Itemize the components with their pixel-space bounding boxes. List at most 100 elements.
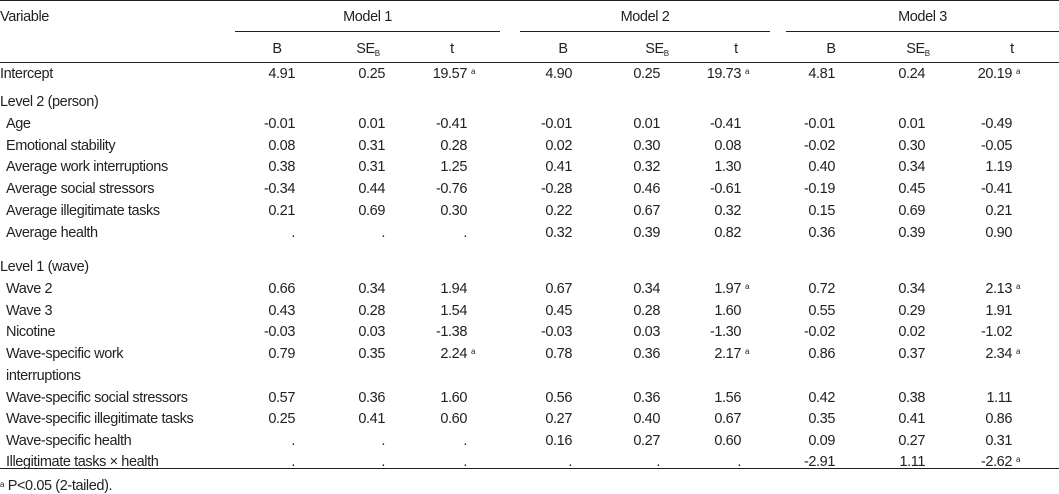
significance-marker: a — [745, 347, 750, 356]
cell-t-model-2: 1.97 — [714, 281, 741, 297]
cell-b-model-2: 0.22 — [545, 203, 572, 219]
cell-b-model-1: 0.66 — [268, 281, 295, 297]
cell-t-model-1: 0.60 — [440, 411, 467, 427]
cell-t-model-1: . — [463, 433, 467, 449]
model-1-underline — [235, 31, 500, 32]
cell-se-model-3: 0.27 — [898, 433, 925, 449]
cell-t-model-2: 2.17 — [714, 346, 741, 362]
cell-b-model-3: 0.86 — [808, 346, 835, 362]
cell-b-model-3: 4.81 — [808, 66, 835, 82]
cell-b-model-3: 0.35 — [808, 411, 835, 427]
cell-b-model-2: -0.03 — [540, 324, 572, 340]
cell-t-model-3: -0.49 — [980, 116, 1012, 132]
cell-se-model-3: 0.02 — [898, 324, 925, 340]
row-label: Average social stressors — [6, 181, 155, 197]
footnote: a P<0.05 (2-tailed). — [0, 477, 113, 494]
subheader-label: B — [558, 41, 568, 57]
cell-b-model-2: 0.67 — [545, 281, 572, 297]
row-label: Wave-specific illegitimate tasks — [6, 411, 194, 427]
cell-t-model-2: 0.32 — [714, 203, 741, 219]
cell-se-model-2: 0.30 — [633, 138, 660, 154]
cell-se-model-3: 0.34 — [898, 159, 925, 175]
cell-b-model-2: . — [568, 454, 572, 470]
cell-se-model-1: 0.34 — [358, 281, 385, 297]
cell-b-model-1: 0.79 — [268, 346, 295, 362]
cell-se-model-3: 0.24 — [898, 66, 925, 82]
cell-b-model-1: 4.91 — [268, 66, 295, 82]
subheader-label: t — [734, 41, 738, 57]
cell-t-model-2: -0.41 — [709, 116, 741, 132]
cell-b-model-3: -0.02 — [803, 324, 835, 340]
subheader-b-model-3: B — [801, 41, 861, 57]
row-label: Age — [6, 116, 31, 132]
row-label: Intercept — [0, 66, 53, 82]
cell-b-model-3: 0.55 — [808, 303, 835, 319]
cell-b-model-1: -0.34 — [263, 181, 295, 197]
cell-se-model-1: 0.25 — [358, 66, 385, 82]
cell-se-model-1: 0.31 — [358, 138, 385, 154]
cell-t-model-3: 20.19 — [977, 66, 1013, 82]
cell-se-model-2: 0.28 — [633, 303, 660, 319]
footnote-marker: a — [0, 480, 5, 489]
cell-t-model-1: -1.38 — [435, 324, 467, 340]
subheader-label: SE — [645, 41, 664, 57]
row-label-continued: interruptions — [6, 368, 81, 384]
subheader-subscript: B — [374, 49, 380, 58]
subheader-t-model-3: t — [982, 41, 1042, 57]
subheader-subscript: B — [663, 49, 669, 58]
cell-b-model-2: 0.56 — [545, 390, 572, 406]
cell-se-model-2: 0.34 — [633, 281, 660, 297]
cell-t-model-2: 0.67 — [714, 411, 741, 427]
cell-se-model-2: 0.67 — [633, 203, 660, 219]
cell-t-model-2: -1.30 — [709, 324, 741, 340]
header-rule — [0, 62, 1059, 63]
cell-se-model-1: . — [381, 433, 385, 449]
subheader-se-model-1: SEB — [338, 41, 398, 62]
cell-b-model-1: 0.57 — [268, 390, 295, 406]
cell-se-model-2: 0.46 — [633, 181, 660, 197]
cell-se-model-1: . — [381, 454, 385, 470]
row-label: Average work interruptions — [6, 159, 168, 175]
row-label: Nicotine — [6, 324, 56, 340]
cell-t-model-3: -1.02 — [980, 324, 1012, 340]
subheader-se-model-3: SEB — [888, 41, 948, 62]
cell-t-model-3: -0.05 — [980, 138, 1012, 154]
cell-t-model-2: 0.08 — [714, 138, 741, 154]
cell-se-model-2: 0.01 — [633, 116, 660, 132]
cell-se-model-1: 0.01 — [358, 116, 385, 132]
model-3-header: Model 3 — [898, 9, 947, 25]
cell-b-model-3: 0.40 — [808, 159, 835, 175]
cell-b-model-3: 0.36 — [808, 225, 835, 241]
cell-t-model-3: 1.11 — [986, 390, 1012, 406]
cell-b-model-1: -0.01 — [263, 116, 295, 132]
cell-se-model-3: 0.41 — [898, 411, 925, 427]
cell-se-model-1: 0.69 — [358, 203, 385, 219]
cell-t-model-1: 0.30 — [440, 203, 467, 219]
cell-se-model-3: 0.34 — [898, 281, 925, 297]
cell-t-model-2: 1.60 — [714, 303, 741, 319]
section-label: Level 1 (wave) — [0, 259, 89, 275]
cell-b-model-2: 0.16 — [545, 433, 572, 449]
footnote-text: P<0.05 (2-tailed). — [7, 478, 113, 494]
cell-t-model-3: 0.90 — [985, 225, 1012, 241]
subheader-t-model-1: t — [422, 41, 482, 57]
subheader-subscript: B — [924, 49, 930, 58]
row-label: Wave-specific work — [6, 346, 124, 362]
cell-se-model-3: 0.69 — [898, 203, 925, 219]
row-label: Average health — [6, 225, 98, 241]
cell-se-model-2: 0.36 — [633, 346, 660, 362]
cell-t-model-1: -0.41 — [435, 116, 467, 132]
row-label: Wave-specific health — [6, 433, 132, 449]
cell-b-model-2: 0.27 — [545, 411, 572, 427]
cell-se-model-1: 0.35 — [358, 346, 385, 362]
significance-marker: a — [745, 282, 750, 291]
cell-se-model-2: 0.36 — [633, 390, 660, 406]
cell-t-model-3: 2.13 — [985, 281, 1012, 297]
cell-b-model-1: 0.25 — [268, 411, 295, 427]
subheader-label: B — [272, 41, 282, 57]
cell-se-model-1: 0.41 — [358, 411, 385, 427]
cell-t-model-1: 1.60 — [440, 390, 467, 406]
cell-t-model-2: 1.56 — [714, 390, 741, 406]
cell-se-model-2: 0.03 — [633, 324, 660, 340]
cell-t-model-3: 0.21 — [985, 203, 1012, 219]
